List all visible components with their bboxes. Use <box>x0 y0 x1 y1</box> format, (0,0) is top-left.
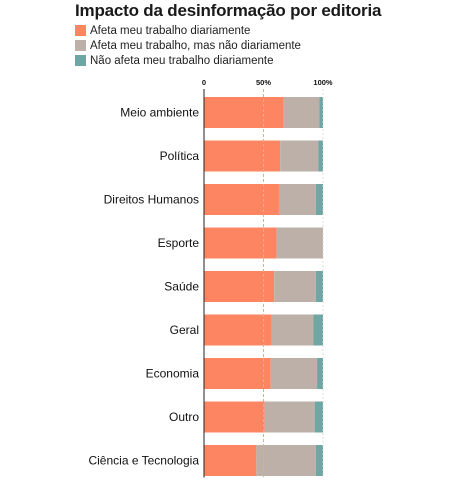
bar-segment-not-daily <box>274 271 316 302</box>
bar-segment-no-effect <box>313 314 323 346</box>
bar-segment-daily <box>204 271 275 302</box>
bar-segment-not-daily <box>271 314 314 346</box>
x-tick-label: 0 <box>202 78 206 87</box>
bar-segment-no-effect <box>318 140 323 172</box>
bar-segment-daily <box>204 401 265 433</box>
category-label: Saúde <box>164 280 199 294</box>
legend-label-no-effect: Não afeta meu trabalho diariamente <box>90 54 274 67</box>
category-label: Outro <box>169 410 199 424</box>
x-tick-label: 50% <box>256 78 271 87</box>
category-label: Geral <box>170 323 199 337</box>
category-label: Esporte <box>158 236 200 250</box>
chart-title: Impacto da desinformação por editoria <box>75 1 382 20</box>
bar-segment-daily <box>204 184 279 215</box>
bar-segment-daily <box>204 314 272 346</box>
legend-item-no-effect: Não afeta meu trabalho diariamente <box>75 53 301 68</box>
legend-swatch-no-effect <box>75 55 86 66</box>
bar-segment-daily <box>204 97 284 128</box>
category-label: Ciência e Tecnologia <box>88 454 199 468</box>
bar-segment-not-daily <box>283 97 320 128</box>
bar-segment-no-effect <box>314 401 323 433</box>
bar-segment-not-daily <box>256 445 316 476</box>
category-label: Economia <box>146 367 200 381</box>
bar-segment-not-daily <box>278 184 316 215</box>
category-label: Meio ambiente <box>120 106 199 120</box>
bar-segment-daily <box>204 227 277 259</box>
legend: Afeta meu trabalho diariamente Afeta meu… <box>75 23 301 68</box>
legend-swatch-not-daily <box>75 40 86 51</box>
legend-swatch-daily <box>75 25 86 36</box>
bar-segment-no-effect <box>315 445 323 476</box>
category-label: Direitos Humanos <box>104 193 199 207</box>
bar-segment-daily <box>204 358 271 389</box>
bar-segment-no-effect <box>317 358 323 389</box>
legend-label-daily: Afeta meu trabalho diariamente <box>90 24 251 37</box>
x-tick-label: 100% <box>313 78 333 87</box>
bar-segment-not-daily <box>280 140 319 172</box>
bar-segment-no-effect <box>319 97 323 128</box>
legend-item-daily: Afeta meu trabalho diariamente <box>75 23 301 38</box>
bar-segment-no-effect <box>315 184 323 215</box>
category-label: Política <box>160 149 200 163</box>
legend-label-not-daily: Afeta meu trabalho, mas não diariamente <box>90 39 301 52</box>
bar-segment-not-daily <box>270 358 318 389</box>
bar-segment-daily <box>204 445 257 476</box>
legend-item-not-daily: Afeta meu trabalho, mas não diariamente <box>75 38 301 53</box>
bar-segment-daily <box>204 140 281 172</box>
bar-segment-not-daily <box>264 401 315 433</box>
bar-segment-not-daily <box>276 227 323 259</box>
bar-segment-no-effect <box>315 271 323 302</box>
